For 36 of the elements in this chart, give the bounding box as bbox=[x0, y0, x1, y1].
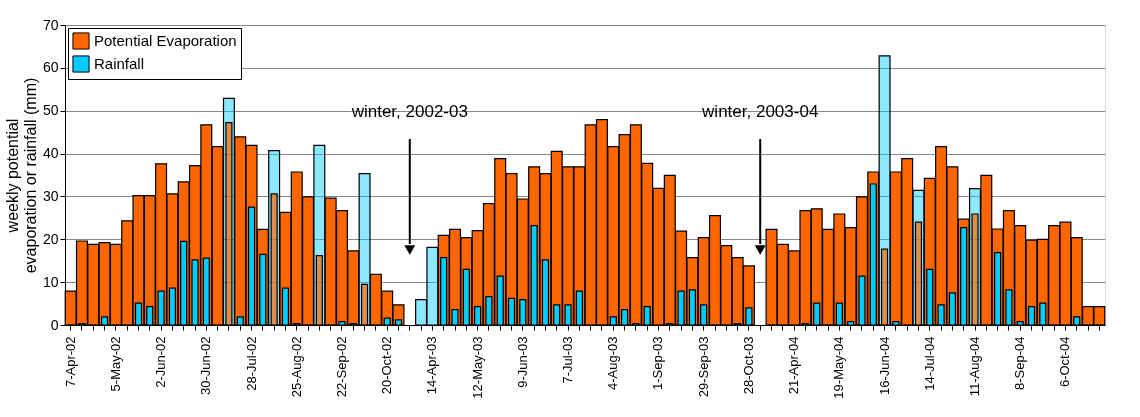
y-tick-label: 70 bbox=[42, 16, 59, 33]
x-tick-label: 20-Oct-02 bbox=[379, 336, 395, 395]
x-tick-label: 6-Oct-04 bbox=[1057, 336, 1073, 388]
x-tick-label: 9-Jun-03 bbox=[514, 336, 530, 388]
x-tick-label: 4-Aug-03 bbox=[605, 336, 621, 390]
x-tick-label: 5-May-02 bbox=[107, 336, 123, 392]
x-tick-label: 16-Jun-04 bbox=[876, 336, 892, 396]
annotation: winter, 2003-04 bbox=[701, 102, 819, 121]
x-tick-label: 29-Sep-03 bbox=[695, 336, 711, 398]
x-tick-label: 2-Jun-02 bbox=[153, 336, 169, 388]
y-tick-label: 20 bbox=[42, 230, 59, 247]
x-tick-label: 19-May-04 bbox=[831, 336, 847, 399]
y-tick-label: 40 bbox=[42, 145, 59, 162]
y-tick-label: 60 bbox=[42, 59, 59, 76]
y-tick-label: 30 bbox=[42, 187, 59, 204]
x-tick-label: 8-Sep-04 bbox=[1012, 336, 1028, 390]
legend-label: Rainfall bbox=[94, 55, 145, 72]
legend-label: Potential Evaporation bbox=[94, 32, 237, 49]
x-tick-label: 28-Jul-02 bbox=[243, 336, 259, 391]
x-tick-label: 7-Apr-02 bbox=[62, 336, 78, 388]
annotation: winter, 2002-03 bbox=[350, 102, 468, 121]
y-tick-label: 50 bbox=[42, 102, 59, 119]
x-tick-label: 25-Aug-02 bbox=[288, 336, 304, 398]
x-tick-label: 14-Apr-03 bbox=[424, 336, 440, 395]
x-tick-label: 7-Jul-03 bbox=[560, 336, 576, 384]
x-tick-label: 22-Sep-02 bbox=[333, 336, 349, 398]
x-tick-label: 12-May-03 bbox=[469, 336, 485, 399]
y-tick-label: 0 bbox=[50, 316, 59, 333]
x-tick-label: 1-Sep-03 bbox=[650, 336, 666, 390]
y-tick-label: 10 bbox=[42, 273, 59, 290]
x-tick-label: 30-Jun-02 bbox=[198, 336, 214, 396]
x-tick-label: 11-Aug-04 bbox=[967, 336, 982, 397]
x-tick-label: 14-Jul-04 bbox=[921, 336, 937, 391]
x-tick-label: 21-Apr-04 bbox=[786, 336, 802, 395]
y-axis-title: weekly potential evaporation or rainfall (mm) bbox=[3, 77, 39, 274]
x-tick-label: 28-Oct-03 bbox=[740, 336, 756, 395]
